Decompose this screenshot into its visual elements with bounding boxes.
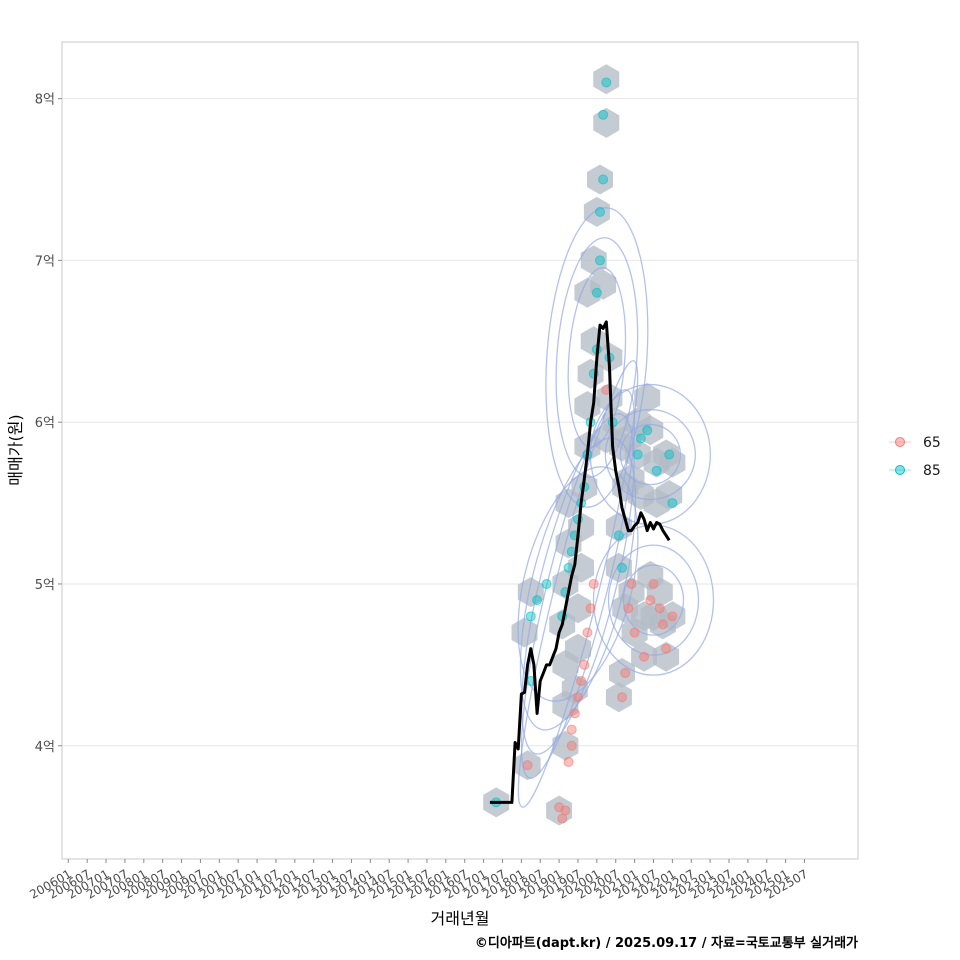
- data-point-85: [642, 425, 653, 436]
- gridlines: [62, 98, 858, 747]
- density-contour: [545, 207, 649, 508]
- y-tick-label: 8억: [35, 93, 55, 108]
- density-contour: [519, 437, 637, 731]
- data-point-65: [617, 692, 628, 703]
- density-contour: [619, 423, 681, 486]
- data-point-85: [591, 287, 602, 298]
- data-point-65: [667, 611, 678, 622]
- hexbin-cell: [590, 269, 617, 300]
- data-point-85: [532, 595, 543, 606]
- data-point-85: [595, 255, 606, 266]
- legend-key-85: [895, 465, 905, 475]
- data-point-65: [654, 603, 665, 614]
- y-axis-title: 매매가(원): [6, 414, 25, 485]
- hexbin-cell: [646, 577, 673, 608]
- legend-label-65: 65: [923, 435, 941, 451]
- hexbin-cell: [583, 196, 610, 227]
- data-point-65: [566, 740, 577, 751]
- hexbin-cell: [631, 641, 657, 672]
- data-point-85: [664, 449, 675, 460]
- hexbin-cell: [634, 382, 661, 413]
- data-point-65: [585, 603, 596, 614]
- hexbin-cell: [587, 164, 613, 195]
- density-contour: [592, 524, 715, 676]
- y-tick-label: 4억: [35, 740, 55, 755]
- data-point-65: [569, 708, 580, 719]
- density-contour: [521, 413, 635, 755]
- data-point-65: [623, 603, 634, 614]
- hexbin-cell: [546, 795, 573, 826]
- hexbin-cell: [659, 601, 686, 632]
- data-point-85: [617, 562, 628, 573]
- data-point-65: [572, 692, 583, 703]
- plot-panel: [61, 41, 859, 860]
- data-point-65: [560, 805, 571, 816]
- density-contour: [517, 360, 639, 808]
- data-point-65: [657, 619, 668, 630]
- data-point-85: [598, 174, 609, 185]
- data-point-65: [645, 595, 656, 606]
- hexbin-cell: [565, 633, 591, 664]
- data-point-65: [563, 756, 574, 767]
- legend-label-85: 85: [923, 463, 941, 479]
- data-point-65: [626, 578, 637, 589]
- density-contour: [604, 408, 696, 501]
- hexbin-cell: [565, 593, 591, 624]
- data-point-65: [661, 643, 672, 654]
- x-axis: 2006012006072007012007072008012008072009…: [27, 859, 810, 902]
- density-contour: [607, 544, 700, 656]
- data-point-65: [566, 724, 577, 735]
- hexbin-cell: [593, 64, 620, 95]
- data-point-85: [651, 465, 662, 476]
- data-point-85: [667, 498, 678, 509]
- data-point-65: [522, 760, 533, 771]
- data-point-65: [576, 676, 587, 687]
- hexbin-cell: [659, 447, 686, 478]
- y-axis: 4억 5억 6억 7억 8억: [35, 93, 62, 755]
- data-point-65: [639, 651, 650, 662]
- legend: 65 85: [889, 435, 941, 479]
- hexbin-cell: [568, 512, 595, 543]
- data-point-85: [635, 433, 646, 444]
- hexbin-cell: [593, 107, 620, 138]
- data-point-65: [579, 659, 590, 670]
- hexbin-cell: [605, 552, 632, 583]
- data-point-65: [629, 627, 640, 638]
- hexbin-cell: [609, 658, 635, 688]
- y-tick-label: 7억: [35, 254, 55, 269]
- y-tick-label: 5억: [35, 578, 55, 593]
- x-axis-title: 거래년월: [431, 909, 490, 928]
- density-contour: [622, 564, 685, 636]
- hexbin-cell: [637, 415, 664, 446]
- data-point-65: [582, 627, 593, 638]
- hexbin-cell: [653, 641, 680, 672]
- hexbin-cell: [605, 682, 632, 713]
- hexbin-cell: [517, 577, 544, 608]
- legend-key-65: [895, 437, 905, 447]
- data-point-65: [620, 667, 631, 678]
- data-point-85: [595, 206, 606, 217]
- density-contour: [555, 237, 639, 478]
- data-point-65: [648, 578, 659, 589]
- data-point-85: [613, 530, 624, 541]
- data-point-85: [601, 77, 612, 88]
- source-caption: ©디아파트(dapt.kr) / 2025.09.17 / 자료=국토교통부 실…: [475, 935, 858, 951]
- trend-line: [489, 320, 671, 804]
- data-point-85: [598, 109, 609, 120]
- y-tick-label: 6억: [35, 416, 55, 431]
- density-contours: [517, 207, 715, 808]
- data-point-85: [632, 449, 643, 460]
- data-point-85: [525, 611, 536, 622]
- data-point-65: [588, 578, 599, 589]
- data-point-85: [541, 578, 552, 589]
